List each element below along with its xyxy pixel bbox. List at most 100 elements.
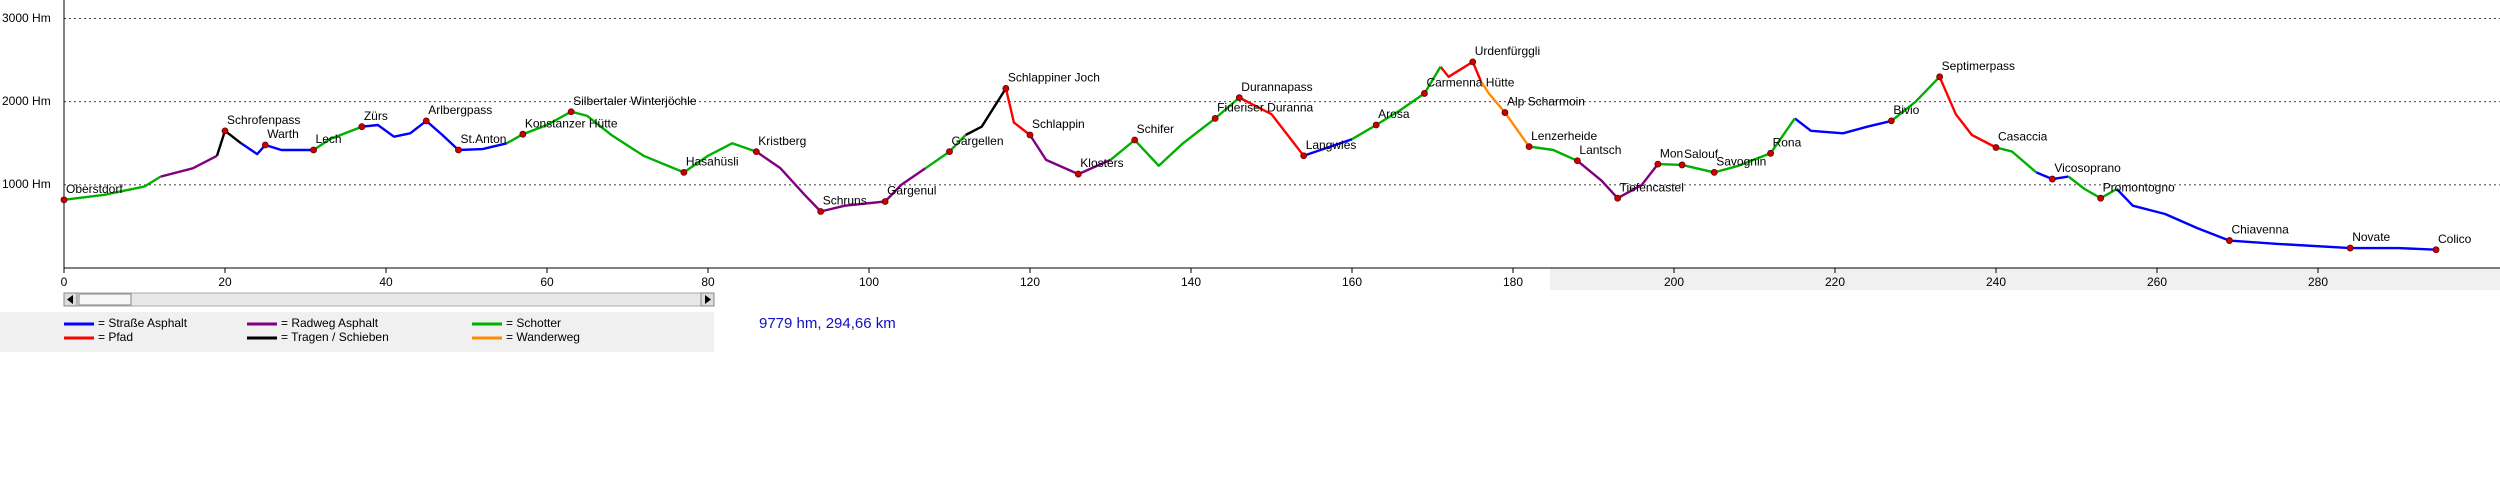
profile-line (63, 66, 2118, 201)
waypoint-label: St.Anton (460, 132, 506, 146)
waypoint-label: Durannapass (1241, 80, 1312, 94)
waypoint-label: Schlappiner Joch (1008, 71, 1100, 85)
waypoint-label: Warth (267, 127, 299, 141)
legend-label: = Schotter (506, 316, 561, 330)
x-tick-label: 120 (1020, 275, 1040, 289)
scroll-thumb[interactable] (78, 293, 132, 306)
waypoint-marker (358, 123, 366, 131)
waypoint-marker (567, 108, 575, 116)
waypoint-marker (1026, 131, 1034, 139)
waypoint-marker (310, 146, 317, 154)
x-tick-label: 60 (540, 275, 554, 289)
waypoint-marker (1767, 149, 1774, 157)
y-tick-label: 2000 Hm (2, 94, 51, 108)
legend-label: = Radweg Asphalt (281, 316, 379, 330)
waypoint-label: Rona (1773, 135, 1802, 149)
waypoint-marker (1131, 136, 1139, 144)
legend-label: = Pfad (98, 330, 133, 344)
waypoint-marker (1887, 117, 1895, 125)
summary: 9779 hm, 294,66 km (759, 315, 896, 332)
waypoint-label: Gargenul (887, 184, 936, 198)
waypoint-label: Promontogno (2103, 180, 2175, 194)
x-tick-label: 240 (1986, 275, 2006, 289)
waypoint-marker (1074, 170, 1082, 178)
waypoint-label: Vicosoprano (2054, 161, 2121, 175)
waypoint-marker (2226, 237, 2233, 244)
waypoint-label: Mon (1660, 146, 1683, 160)
waypoint-label: Septimerpass (1942, 59, 2015, 73)
x-tick-label: 100 (859, 275, 879, 289)
waypoint-marker (2097, 194, 2105, 202)
waypoint-label: Schrofenpass (227, 113, 300, 127)
waypoint-label: Schruns (823, 194, 867, 208)
waypoint-marker (519, 130, 527, 138)
waypoint-label: Chiavenna (2231, 223, 2289, 237)
scrollbar[interactable] (63, 292, 715, 307)
x-tick-label: 40 (379, 275, 393, 289)
waypoint-marker (1525, 143, 1533, 151)
waypoint-label: Savognin (1716, 155, 1766, 169)
waypoint-marker (60, 196, 68, 204)
waypoint-label: Tiefencastel (1620, 180, 1684, 194)
waypoint-marker (1300, 152, 1308, 160)
legend-label: = Straße Asphalt (98, 316, 188, 330)
waypoint-marker (261, 141, 269, 149)
waypoint-marker (1372, 121, 1380, 129)
x-tick-label: 280 (2308, 275, 2328, 289)
x-tick-label: 20 (218, 275, 232, 289)
x-tick-label: 260 (2147, 275, 2167, 289)
waypoint-label: Kristberg (758, 134, 806, 148)
waypoint-marker (455, 146, 462, 154)
waypoint-marker (1678, 161, 1686, 169)
legend-label: = Wanderweg (506, 330, 580, 344)
waypoint-marker (1574, 157, 1581, 165)
legend-panel (0, 312, 714, 352)
waypoint-label: Lenzerheide (1531, 129, 1597, 143)
waypoint-marker (1710, 169, 1718, 176)
waypoint-label: Carmenna Hütte (1426, 76, 1514, 90)
waypoint-label: Klosters (1080, 156, 1123, 170)
waypoint-label: Salouf (1684, 147, 1719, 161)
waypoint-marker (221, 127, 229, 135)
waypoint-label: Silbertaler Winterjöchle (573, 94, 697, 108)
waypoint-label: Langwies (1306, 138, 1357, 152)
y-tick-label: 3000 Hm (2, 11, 51, 25)
x-tick-label: 220 (1825, 275, 1845, 289)
waypoint-label: Konstanzer Hütte (525, 116, 618, 130)
waypoint-label: Gargellen (952, 134, 1004, 148)
waypoint-label: Schlappin (1032, 117, 1085, 131)
y-tick-label: 1000 Hm (2, 177, 51, 191)
waypoint-label: Urdenfürggli (1475, 44, 1540, 58)
scroll-right-arrow (705, 295, 711, 304)
x-tick-label: 160 (1342, 275, 1362, 289)
waypoint-marker (2346, 244, 2354, 252)
waypoint-marker (1002, 85, 1010, 92)
axis-strip (1550, 268, 2500, 290)
legend-label: = Tragen / Schieben (281, 330, 389, 344)
scroll-left-arrow (67, 295, 73, 304)
waypoint-label: Casaccia (1998, 130, 2048, 144)
waypoint-label: Alp Scharmoin (1507, 95, 1585, 109)
waypoint-marker (946, 148, 953, 156)
waypoint-label: Arosa (1378, 107, 1410, 121)
waypoint-marker (881, 198, 889, 205)
waypoint-marker (1614, 194, 1622, 202)
waypoint-marker (422, 117, 430, 125)
waypoint-marker (1992, 144, 2000, 151)
waypoint-marker (1469, 58, 1477, 66)
waypoint-label: Lech (316, 132, 342, 146)
waypoint-marker (1936, 73, 1944, 81)
waypoint-label: Fideriser Duranna (1217, 101, 1313, 115)
waypoint-label: Hasahüsli (686, 155, 739, 169)
waypoint-label: Schifer (1137, 122, 1174, 136)
waypoint-marker (1654, 160, 1662, 168)
waypoint-label: Colico (2438, 232, 2472, 246)
waypoint-marker (2432, 246, 2440, 254)
x-tick-label: 200 (1664, 275, 1684, 289)
waypoint-label: Arlbergpass (428, 103, 492, 117)
waypoint-marker (1235, 94, 1243, 101)
waypoint-marker (817, 208, 825, 215)
profile-line (1479, 80, 1531, 148)
